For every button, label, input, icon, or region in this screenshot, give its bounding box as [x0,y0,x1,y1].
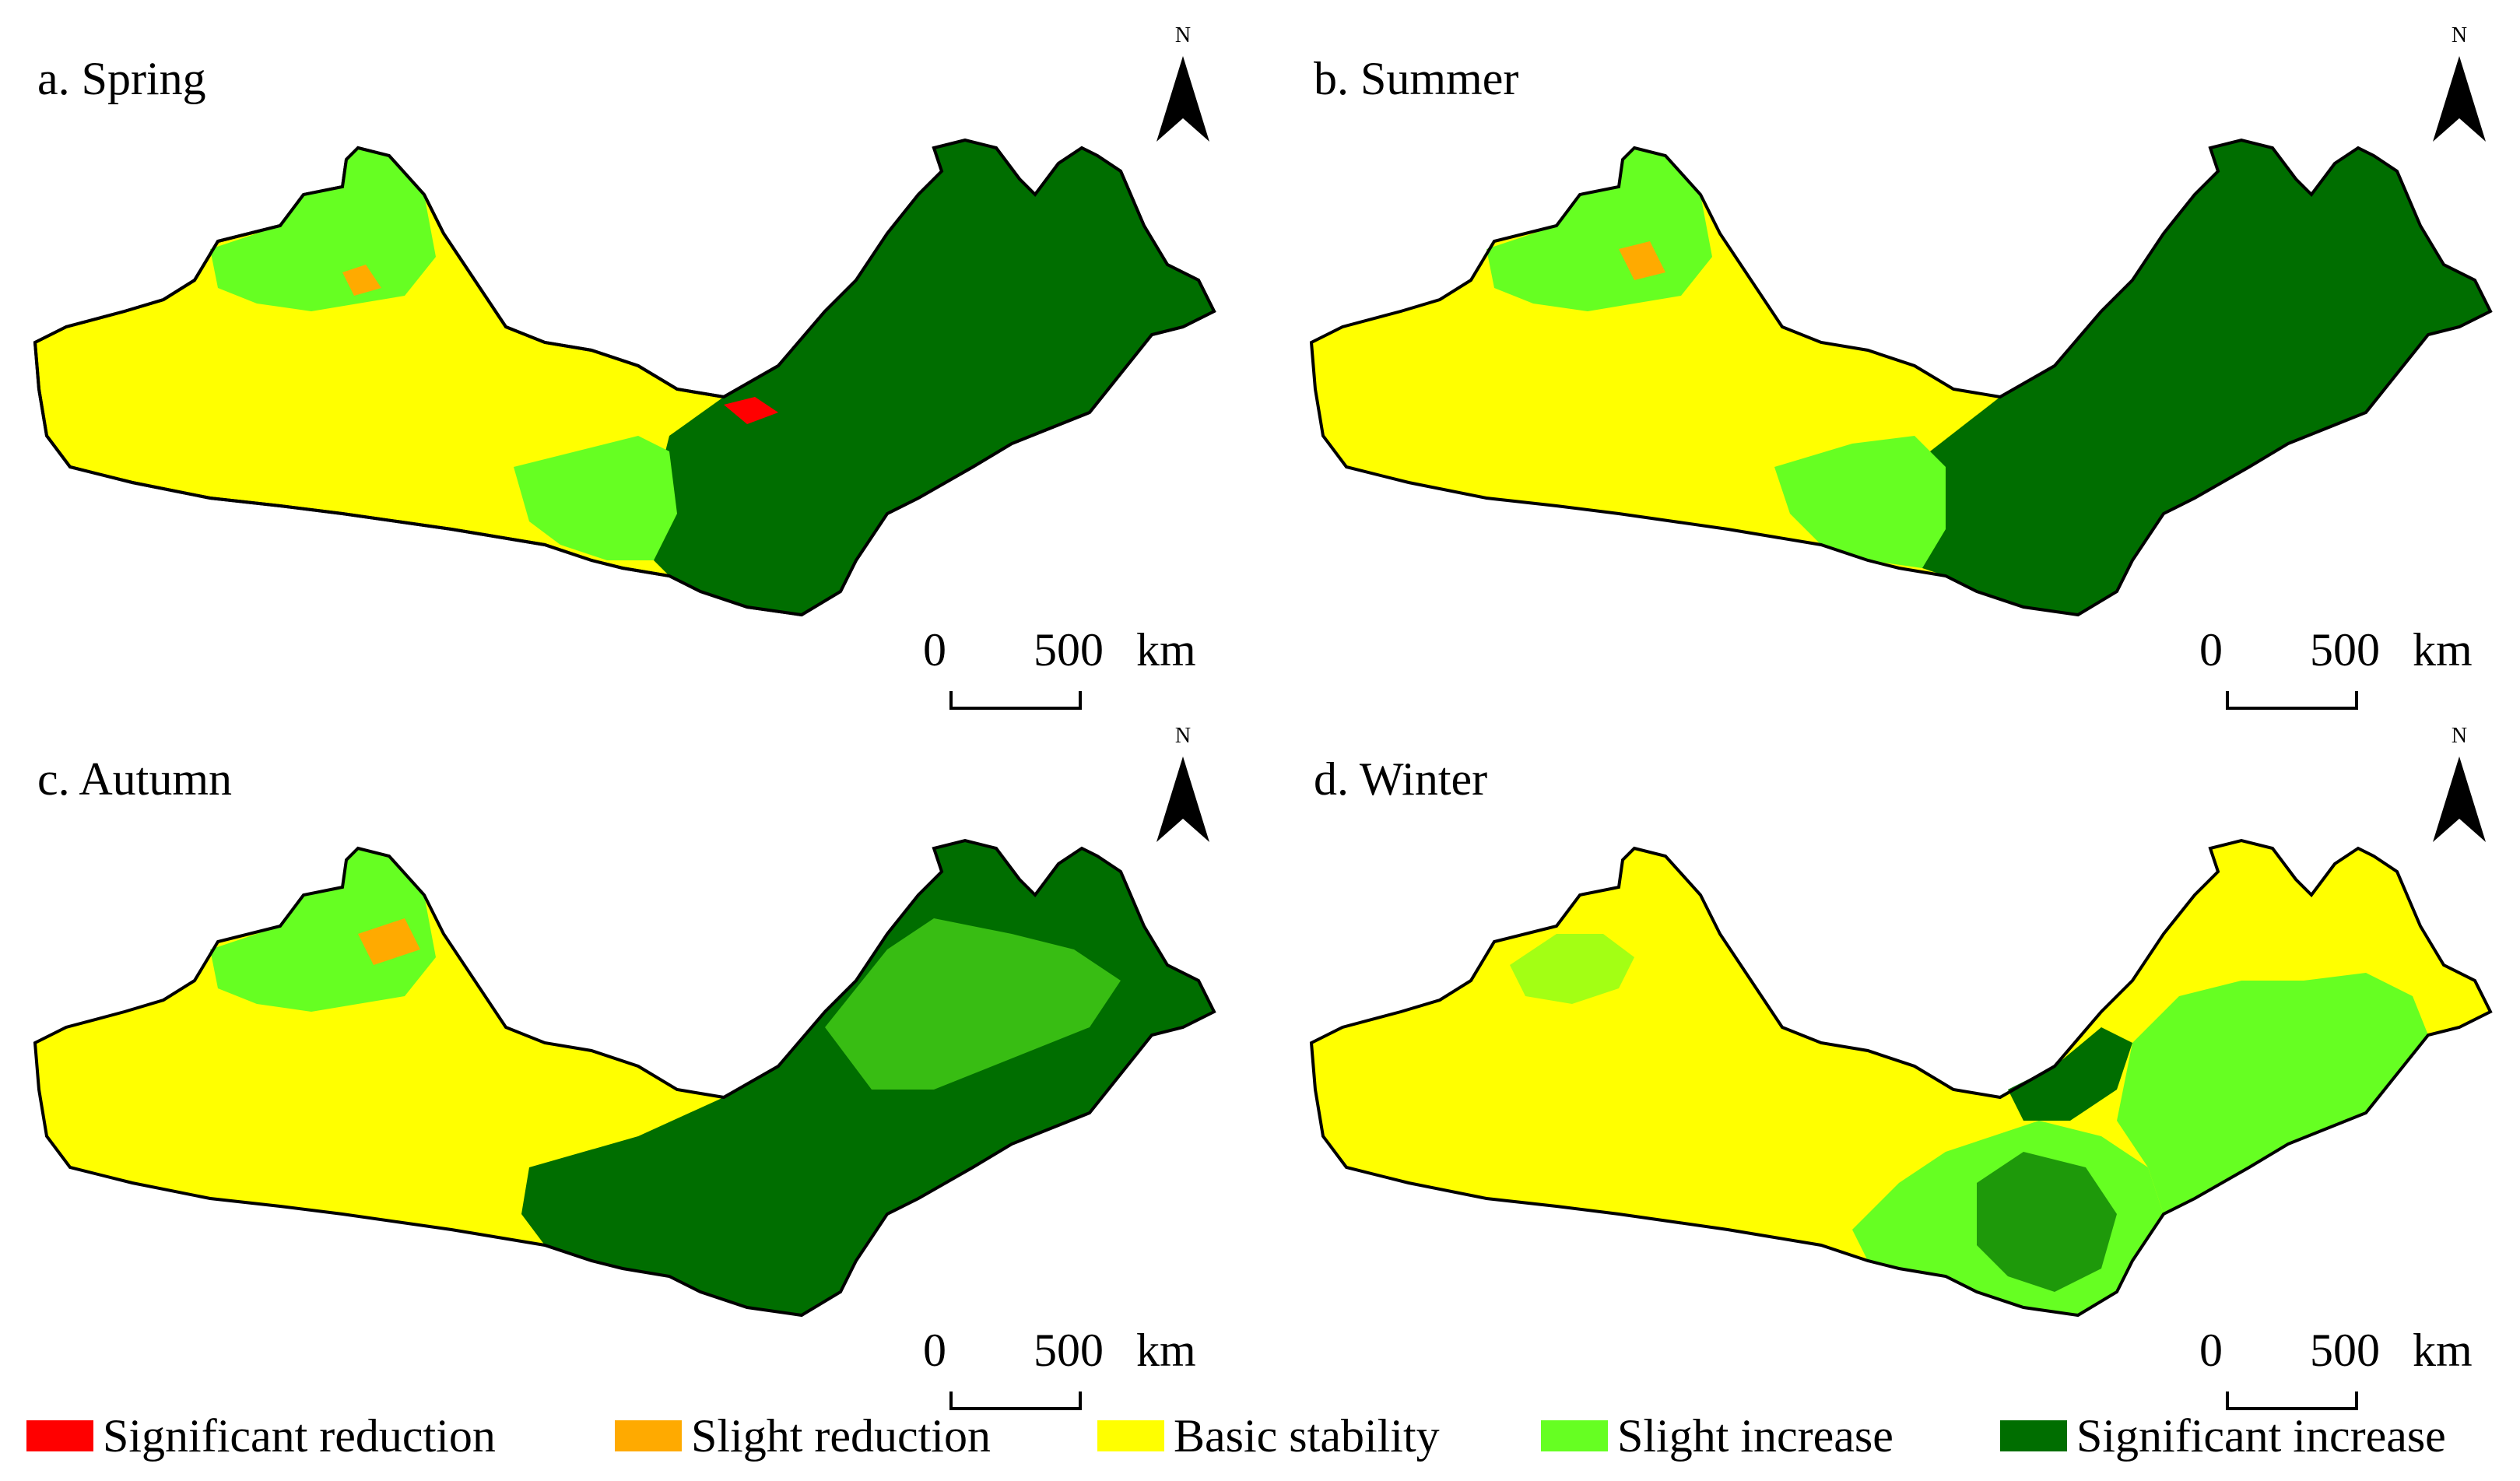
legend: Significant reduction Slight reduction B… [0,1401,2520,1471]
scale-bar: 0 500 km [2195,1323,2506,1424]
north-arrow: N [2428,23,2490,148]
scale-unit-label: km [1136,1325,1196,1376]
zone-northeast-light [825,918,1121,1090]
scale-bar: 0 500 km [918,623,1230,724]
north-label: N [2451,724,2468,748]
north-arrow: N [2428,724,2490,848]
zone-northwest [210,848,436,1012]
scale-unit-label: km [2413,624,2473,676]
panel-autumn: c. Autumn N 0 500 km [0,700,1261,1410]
region-outline-stroke [1309,838,2493,1318]
region-outline-stroke [33,838,1216,1318]
scale-line [949,1392,1082,1410]
legend-item-slight-increase: Slight increase [1541,1401,1894,1471]
scale-max-label: 500 [1034,624,1104,676]
zone-northwest [1486,148,1712,311]
map-spring [33,138,1216,617]
legend-item-basic-stability: Basic stability [1097,1401,1440,1471]
scale-max-label: 500 [1034,1325,1104,1376]
legend-item-slight-reduction: Slight reduction [615,1401,991,1471]
north-arrow-icon [2433,56,2486,142]
legend-label: Significant reduction [103,1410,496,1462]
scale-zero-label: 0 [2199,1325,2223,1376]
scale-zero-label: 0 [2199,624,2223,676]
zone-northwest-light [1510,934,1634,1004]
scale-unit-label: km [1136,624,1196,676]
north-label: N [2451,23,2468,47]
legend-swatch [26,1420,93,1451]
region-outline-stroke [1309,138,2493,617]
zone-northeast-light [2117,973,2428,1214]
zone-transition [514,436,677,560]
legend-item-significant-reduction: Significant reduction [26,1401,496,1471]
panel-summer: b. Summer N 0 500 km [1276,0,2520,710]
legend-item-significant-increase: Significant increase [2000,1401,2446,1471]
legend-swatch [1097,1420,1164,1451]
panel-title: d. Winter [1314,753,1488,805]
zone-middle-dark [2008,1027,2132,1121]
north-arrow: N [1152,23,1214,148]
panel-winter: d. Winter N 0 500 km [1276,700,2520,1410]
map-autumn [33,838,1216,1318]
scale-unit-label: km [2413,1325,2473,1376]
scale-line [949,691,1082,710]
panel-title: a. Spring [37,53,206,104]
legend-swatch [615,1420,682,1451]
scale-max-label: 500 [2310,1325,2380,1376]
zone-patch-orange [342,265,381,296]
zone-east [638,140,1214,615]
scale-zero-label: 0 [923,624,946,676]
zone-southeast-dark [1977,1152,2117,1292]
legend-label: Slight increase [1617,1410,1894,1462]
scale-bar: 0 500 km [918,1323,1230,1424]
scale-line [2226,691,2358,710]
panel-title: b. Summer [1314,53,1519,104]
zone-patch-orange [358,918,420,965]
region-outline-stroke [33,138,1216,617]
legend-label: Basic stability [1174,1410,1440,1462]
zone-northwest [210,148,436,311]
legend-label: Significant increase [2076,1410,2446,1462]
scale-line [2226,1392,2358,1410]
scale-zero-label: 0 [923,1325,946,1376]
scale-max-label: 500 [2310,624,2380,676]
map-summer [1309,138,2493,617]
legend-swatch [1541,1420,1608,1451]
zone-patch-red [724,397,778,424]
legend-label: Slight reduction [691,1410,991,1462]
map-winter [1309,838,2493,1318]
north-arrow-icon [1156,56,1209,142]
north-arrow-icon [1156,756,1209,842]
panel-title: c. Autumn [37,753,232,805]
zone-transition [1774,436,1946,568]
panel-spring: a. Spring N 0 500 km [0,0,1261,710]
north-arrow-icon [2433,756,2486,842]
north-label: N [1174,724,1192,748]
north-label: N [1174,23,1192,47]
zone-patch-orange [1619,241,1665,280]
zone-east [1899,140,2490,615]
north-arrow: N [1152,724,1214,848]
legend-swatch [2000,1420,2067,1451]
scale-bar: 0 500 km [2195,623,2506,724]
